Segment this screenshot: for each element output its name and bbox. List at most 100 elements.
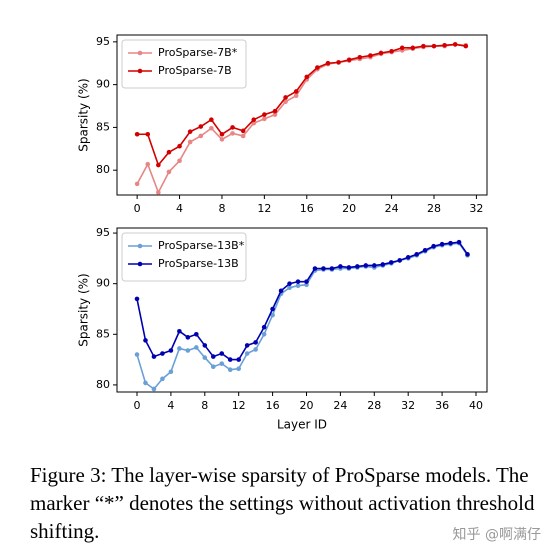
y-axis-label: Sparsity (%) [77, 273, 91, 347]
point [378, 50, 384, 56]
point [227, 367, 233, 373]
point [380, 262, 386, 267]
point [355, 264, 360, 269]
y-tick-label: 90 [96, 277, 110, 290]
point [156, 162, 161, 168]
point [439, 241, 445, 247]
point [312, 266, 318, 271]
legend-box [121, 39, 247, 89]
point [236, 357, 241, 362]
point [463, 43, 469, 49]
x-tick-label: 12 [232, 399, 246, 412]
point [261, 331, 267, 337]
x-tick-label: 4 [176, 202, 183, 215]
point [410, 45, 416, 51]
point [168, 348, 174, 353]
point [368, 53, 373, 58]
point [295, 283, 301, 289]
point [283, 99, 288, 105]
point [321, 266, 326, 271]
x-tick-label: 8 [201, 399, 208, 412]
point [431, 243, 436, 249]
point [198, 133, 204, 139]
point [198, 124, 204, 129]
point [166, 149, 172, 155]
point [160, 351, 165, 356]
point [230, 125, 235, 130]
legend-label: ProSparse-7B [158, 64, 232, 77]
point [134, 296, 140, 302]
point [209, 125, 214, 131]
point [187, 129, 193, 134]
legend-marker [137, 50, 143, 56]
point [240, 133, 246, 139]
point [253, 340, 258, 345]
point [143, 338, 148, 343]
x-tick-label: 28 [427, 202, 441, 215]
point [168, 369, 174, 375]
point [304, 74, 310, 80]
point [185, 335, 191, 340]
point [293, 89, 299, 94]
x-tick-label: 32 [401, 399, 415, 412]
legend-label: ProSparse-7B* [158, 46, 238, 59]
point [202, 343, 208, 348]
point [160, 376, 165, 382]
point [253, 347, 258, 352]
point [230, 131, 235, 136]
x-tick-label: 12 [257, 202, 271, 215]
x-tick-label: 0 [134, 202, 141, 215]
point [262, 116, 267, 122]
point [134, 131, 140, 137]
point [262, 112, 267, 117]
point [272, 112, 278, 117]
point [371, 263, 377, 268]
point [414, 252, 419, 257]
point [134, 352, 140, 357]
y-tick-label: 85 [96, 120, 110, 133]
point [156, 190, 161, 195]
point [346, 265, 352, 270]
point [210, 354, 216, 359]
point [227, 357, 233, 362]
series-line [136, 241, 469, 361]
point [134, 181, 140, 187]
legend-box [121, 232, 247, 282]
legend-marker [137, 68, 143, 74]
legend-marker [137, 243, 143, 249]
watermark: 知乎 @啊满仔 [452, 527, 541, 543]
point [465, 252, 470, 257]
point [177, 346, 182, 351]
x-tick-label: 16 [300, 202, 314, 215]
point [244, 343, 250, 348]
point [421, 43, 426, 49]
point [363, 263, 369, 268]
series-line [136, 242, 469, 391]
point [202, 355, 208, 360]
point [187, 139, 193, 145]
point [338, 264, 343, 269]
point [219, 361, 225, 366]
point [388, 260, 394, 265]
point [145, 161, 151, 167]
point [287, 285, 292, 291]
point [236, 366, 241, 372]
point [166, 169, 172, 175]
point [329, 266, 335, 271]
point [185, 348, 191, 353]
point [209, 117, 214, 123]
point [442, 42, 447, 48]
point [399, 45, 405, 51]
x-tick-label: 24 [385, 202, 399, 215]
x-tick-label: 20 [342, 202, 356, 215]
point [177, 328, 182, 334]
point [293, 93, 299, 99]
y-tick-label: 85 [96, 327, 110, 340]
point [405, 255, 411, 260]
x-tick-label: 28 [367, 399, 381, 412]
point [272, 108, 278, 114]
plot-frame [116, 34, 488, 196]
point [145, 131, 151, 137]
point [151, 386, 157, 392]
x-axis-label: Layer ID [277, 418, 327, 432]
